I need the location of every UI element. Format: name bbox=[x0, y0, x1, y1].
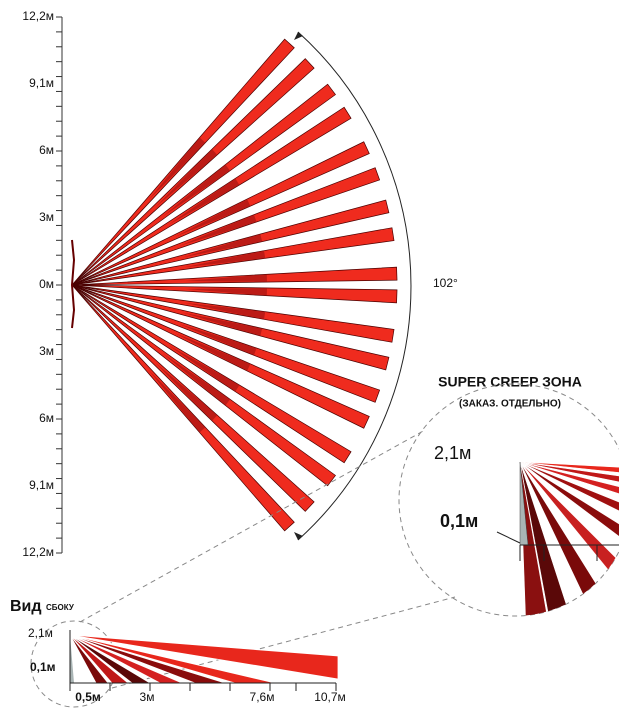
axis-label: 9,1м bbox=[29, 478, 54, 492]
distance-label: 10,7м bbox=[314, 690, 346, 704]
zoom-height: 2,1м bbox=[434, 443, 471, 463]
axis-label: 3м bbox=[39, 210, 54, 224]
beam-shade bbox=[184, 250, 266, 268]
zoom-min: 0,1м bbox=[440, 511, 478, 531]
zoom-beam bbox=[519, 461, 619, 583]
beam-shade bbox=[185, 287, 268, 296]
axis-label: 6м bbox=[39, 143, 54, 157]
sensor bbox=[70, 239, 76, 329]
zoom-beam bbox=[519, 461, 619, 484]
angle-label: 102° bbox=[433, 276, 458, 290]
side-creep bbox=[70, 635, 74, 683]
beam-shade bbox=[175, 333, 251, 371]
side-ticks bbox=[69, 683, 337, 691]
side-height: 2,1м bbox=[28, 626, 53, 640]
beam-shade bbox=[182, 234, 263, 258]
ground-ticks bbox=[519, 545, 598, 561]
beam bbox=[71, 284, 398, 304]
beam bbox=[71, 266, 398, 286]
beam bbox=[71, 284, 390, 371]
beam bbox=[71, 227, 395, 286]
side-beam bbox=[69, 634, 339, 680]
beam-shade bbox=[148, 137, 206, 201]
side-title: Вид сбоку bbox=[10, 598, 75, 615]
beam-shade bbox=[155, 362, 218, 421]
distance-label: 3м bbox=[140, 690, 155, 704]
zoom-subtitle: (ЗАКАЗ. ОТДЕЛЬНО) bbox=[459, 399, 561, 410]
beam bbox=[71, 284, 381, 403]
zoom-circle bbox=[398, 383, 619, 617]
zoom-beam bbox=[519, 461, 619, 502]
beam-shade bbox=[148, 369, 206, 433]
beam-shade bbox=[178, 323, 257, 356]
axis-label: 0м bbox=[39, 277, 54, 291]
beam-shade bbox=[168, 345, 240, 392]
zoom-beam bbox=[519, 461, 619, 524]
beam-shade bbox=[184, 302, 266, 320]
side-min: 0,1м bbox=[30, 660, 56, 674]
beam-shade bbox=[168, 178, 240, 225]
beam-shade bbox=[175, 199, 251, 237]
axis-label: 3м bbox=[39, 344, 54, 358]
beam bbox=[71, 284, 395, 343]
beam bbox=[71, 199, 390, 286]
distance-label: 0,5м bbox=[75, 690, 101, 704]
beam-shade bbox=[155, 149, 218, 208]
connector bbox=[79, 429, 456, 689]
beam-shade bbox=[162, 353, 231, 406]
axis-label: 12,2м bbox=[22, 9, 54, 23]
zoom-beam bbox=[519, 461, 619, 551]
beam-shade bbox=[185, 274, 268, 283]
distance-label: 7,6м bbox=[250, 690, 275, 704]
angle-arc bbox=[297, 31, 412, 541]
zoom-arrow bbox=[496, 531, 521, 544]
beam-shade bbox=[178, 214, 257, 247]
beam bbox=[71, 167, 381, 286]
beam-shade bbox=[162, 164, 231, 217]
axis-label: 6м bbox=[39, 411, 54, 425]
axis-label: 12,2м bbox=[22, 545, 54, 559]
axis-label: 9,1м bbox=[29, 76, 54, 90]
zoom-beam bbox=[519, 461, 619, 616]
beam-shade bbox=[182, 312, 263, 336]
zoom-title: SUPER CREEP ЗОНА bbox=[438, 374, 582, 390]
